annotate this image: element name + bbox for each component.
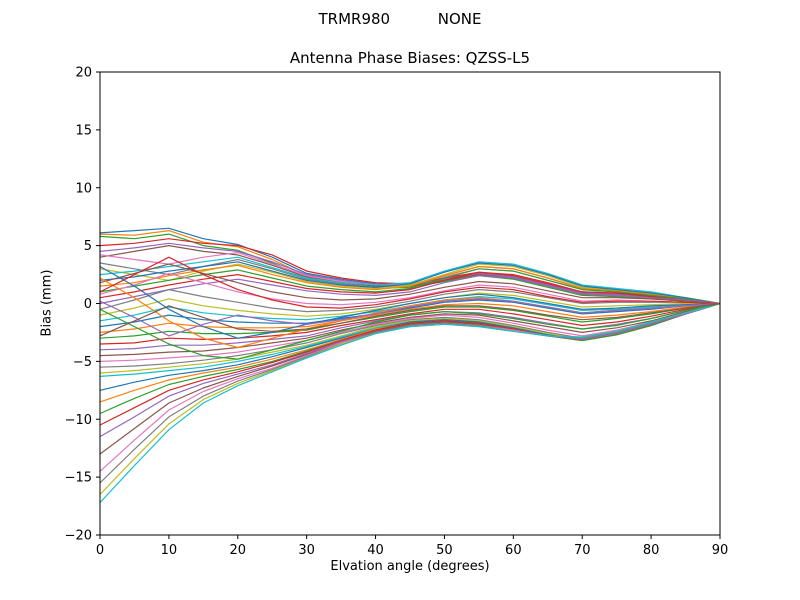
series-line-s43 <box>99 302 721 360</box>
series-line-s18 <box>99 289 721 313</box>
series-line-s41 <box>99 265 721 339</box>
x-axis-tick-label: 90 <box>712 543 729 558</box>
y-axis-tick-label: −10 <box>65 413 92 428</box>
series-line-s44 <box>99 256 721 309</box>
x-axis-tick-label: 10 <box>161 543 178 558</box>
x-axis-tick-label: 50 <box>436 543 453 558</box>
series-line-s14 <box>99 271 721 305</box>
y-axis-tick-label: 20 <box>75 66 92 81</box>
x-axis-tick-label: 80 <box>643 543 660 558</box>
series-line-s11 <box>99 261 721 305</box>
series-line-s38 <box>99 302 721 484</box>
x-axis-tick-label: 0 <box>96 543 104 558</box>
series-line-s45 <box>99 298 721 337</box>
y-axis-tick-label: 10 <box>75 181 92 196</box>
x-axis-tick-label: 60 <box>505 543 522 558</box>
series-line-s17 <box>99 272 721 306</box>
y-axis-tick-label: −5 <box>73 355 92 370</box>
series-line-s46 <box>99 302 721 337</box>
y-axis-tick-label: 15 <box>75 123 92 138</box>
series-line-s40 <box>99 302 721 504</box>
y-axis-tick-label: 5 <box>84 239 92 254</box>
y-axis-tick-label: −15 <box>65 471 92 486</box>
series-line-s03 <box>99 233 721 305</box>
series-line-s21 <box>99 299 721 328</box>
series-line-s12 <box>99 264 721 305</box>
figure-suptitle: TRMR980 NONE <box>318 10 482 28</box>
x-axis-tick-label: 70 <box>574 543 591 558</box>
y-axis-tick-label: 0 <box>84 297 92 312</box>
series-line-s10 <box>99 256 721 305</box>
series-line-s26 <box>99 302 721 357</box>
x-axis-tick-label: 40 <box>367 543 384 558</box>
x-axis-tick-label: 20 <box>230 543 247 558</box>
series-line-s16 <box>99 263 721 305</box>
x-axis-tick-label: 30 <box>298 543 315 558</box>
chart-title: Antenna Phase Biases: QZSS-L5 <box>289 49 531 67</box>
series-line-s24 <box>99 302 721 345</box>
series-line-s28 <box>99 302 721 368</box>
series-line-s23 <box>99 302 721 339</box>
y-axis-tick-label: −20 <box>65 529 92 544</box>
x-axis-label: Elvation angle (degrees) <box>330 559 490 574</box>
series-line-s15 <box>99 275 721 305</box>
y-axis-label: Bias (mm) <box>39 269 55 337</box>
